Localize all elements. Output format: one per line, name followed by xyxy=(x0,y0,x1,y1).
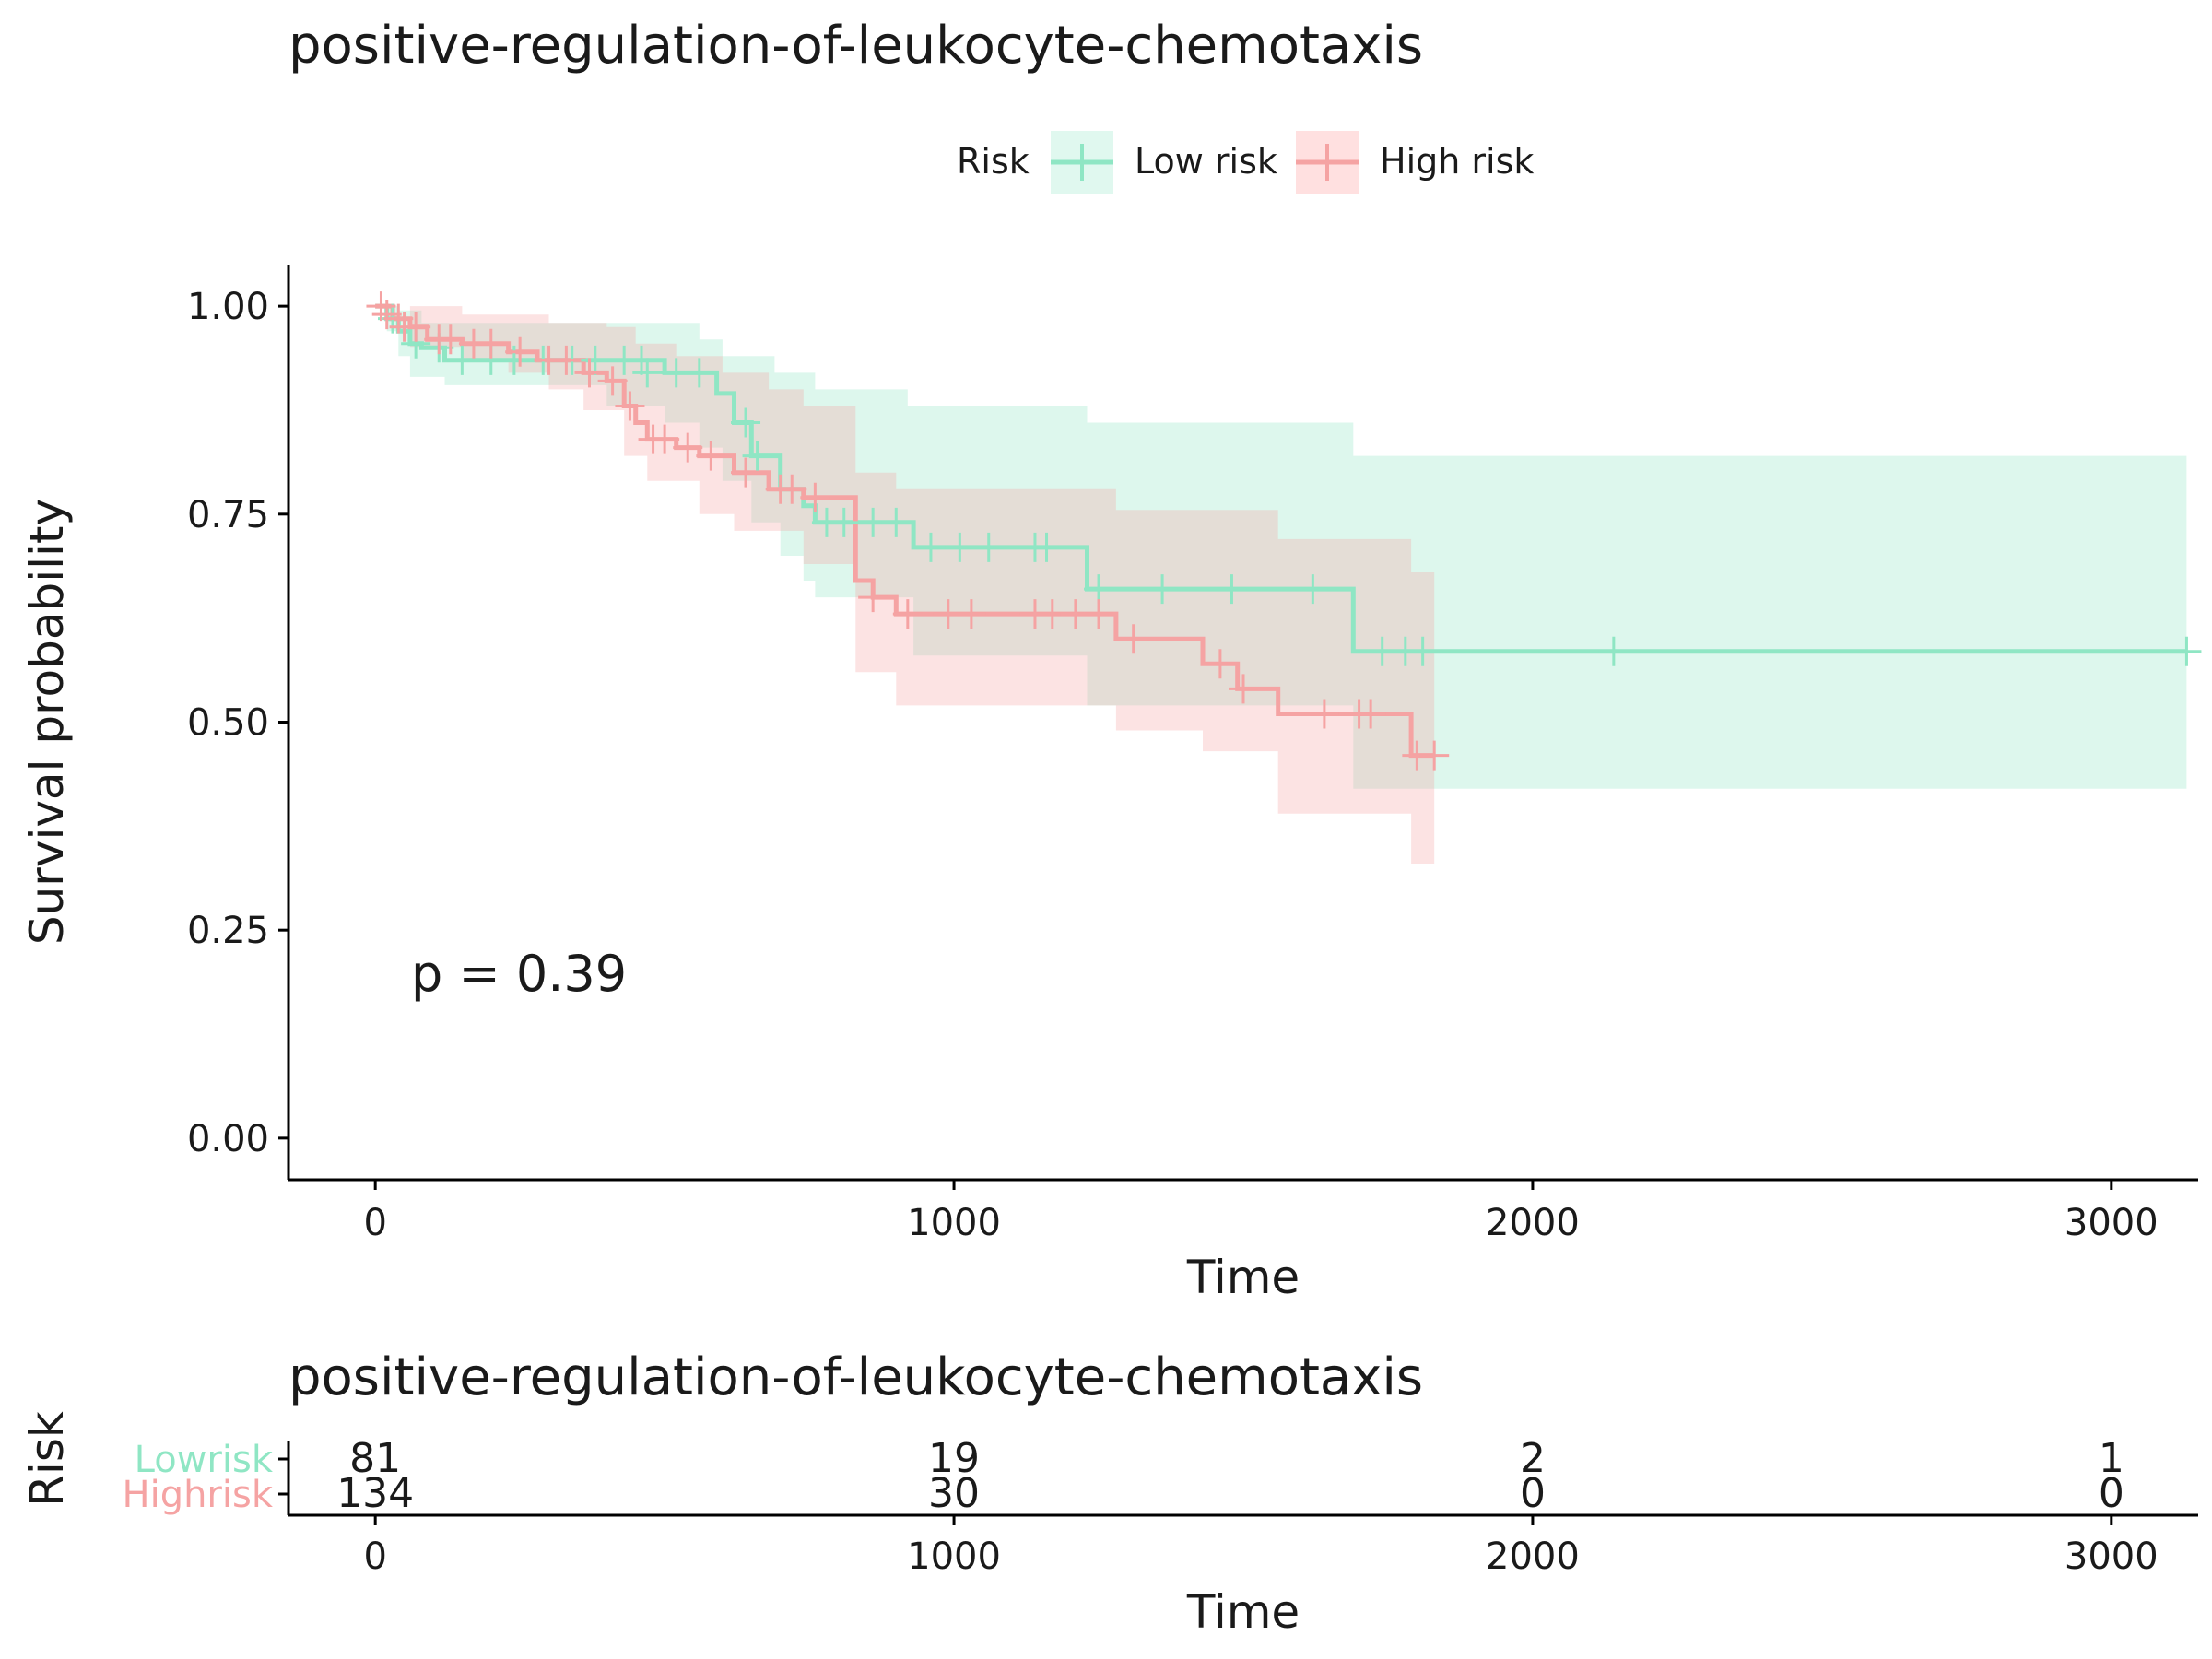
risk-table-x-ticks: 0 1000 2000 3000 xyxy=(363,1515,2159,1578)
y-tick-label: 0.75 xyxy=(187,494,269,536)
censor-mark-high-risk xyxy=(551,345,582,375)
y-tick-label: 0.00 xyxy=(187,1118,269,1160)
censor-mark-high-risk xyxy=(1356,699,1386,729)
legend: Risk Low risk High risk xyxy=(957,131,1534,194)
censor-mark-high-risk xyxy=(476,328,506,359)
legend-label-high-risk: High risk xyxy=(1380,141,1534,182)
risk-table: positive-regulation-of-leukocyte-chemota… xyxy=(20,1347,2198,1639)
legend-label-low-risk: Low risk xyxy=(1135,141,1277,182)
survival-curve-low-risk xyxy=(375,303,2187,654)
risk-x-tick-label: 2000 xyxy=(1486,1535,1580,1578)
censor-mark-high-risk xyxy=(366,291,396,322)
censor-mark-high-risk xyxy=(892,599,923,629)
p-value-annotation: p = 0.39 xyxy=(411,945,627,1003)
confidence-bands xyxy=(375,306,2187,865)
risk-count: 2 xyxy=(1520,1435,1546,1482)
censor-mark-low-risk xyxy=(580,345,610,375)
confidence-band-high-risk xyxy=(375,306,1435,865)
censor-mark-low-risk xyxy=(915,532,946,562)
x-tick-label: 0 xyxy=(363,1202,386,1244)
censor-mark-low-risk xyxy=(881,507,912,537)
risk-row-label: Lowrisk xyxy=(135,1439,274,1481)
censor-mark-low-risk xyxy=(829,507,859,537)
censor-mark-low-risk xyxy=(627,345,657,375)
censor-mark-high-risk xyxy=(696,441,726,471)
censor-mark-high-risk xyxy=(1205,649,1235,679)
censor-marks xyxy=(366,291,2202,771)
risk-count: 134 xyxy=(336,1470,414,1517)
y-axis-label: Survival probability xyxy=(20,499,74,945)
censor-mark-high-risk xyxy=(505,336,535,367)
censor-mark-high-risk xyxy=(650,424,680,454)
censor-mark-high-risk xyxy=(401,312,431,342)
censor-mark-low-risk xyxy=(1217,574,1247,605)
censor-mark-low-risk xyxy=(1084,574,1114,605)
censor-mark-low-risk xyxy=(1407,636,1438,666)
censor-mark-low-risk xyxy=(1147,574,1178,605)
censor-mark-low-risk xyxy=(742,441,772,471)
risk-count: 0 xyxy=(1520,1470,1546,1517)
risk-count: 19 xyxy=(928,1435,980,1482)
risk-table-x-label: Time xyxy=(1186,1585,1300,1639)
y-tick-label: 0.25 xyxy=(187,910,269,952)
censor-mark-high-risk xyxy=(800,482,830,512)
risk-count: 81 xyxy=(349,1435,401,1482)
censor-mark-high-risk xyxy=(574,358,605,388)
y-tick-label: 1.00 xyxy=(187,286,269,328)
censor-mark-high-risk xyxy=(435,324,465,355)
plot-area: 0.000.250.500.751.00 0 1000 2000 3000 Time … xyxy=(20,265,2202,1304)
risk-table-y-label: Risk xyxy=(20,1411,74,1507)
censor-mark-high-risk xyxy=(956,599,986,629)
censor-mark-low-risk xyxy=(945,532,975,562)
censor-mark-high-risk xyxy=(1309,699,1339,729)
censor-mark-low-risk xyxy=(447,345,477,375)
legend-title: Risk xyxy=(957,141,1030,182)
x-axis-label: Time xyxy=(1186,1251,1300,1304)
censor-mark-low-risk xyxy=(973,532,1004,562)
censor-mark-high-risk xyxy=(673,432,703,463)
censor-mark-high-risk xyxy=(597,366,628,396)
censor-mark-low-risk xyxy=(499,345,529,375)
risk-table-title: positive-regulation-of-leukocyte-chemota… xyxy=(288,1347,1423,1407)
confidence-band-low-risk xyxy=(375,306,2187,789)
x-tick-label: 3000 xyxy=(2065,1202,2159,1244)
censor-mark-low-risk xyxy=(1031,532,1062,562)
censor-mark-high-risk xyxy=(1419,740,1450,771)
risk-count: 1 xyxy=(2099,1435,2124,1482)
risk-row-label: Highrisk xyxy=(123,1474,274,1516)
censor-mark-low-risk xyxy=(684,358,714,388)
y-tick-label: 0.50 xyxy=(187,702,269,745)
censor-mark-high-risk xyxy=(383,303,414,334)
risk-x-tick-label: 0 xyxy=(363,1535,386,1578)
risk-x-tick-label: 3000 xyxy=(2065,1535,2159,1578)
censor-mark-low-risk xyxy=(632,358,663,388)
x-axis-ticks: 0 1000 2000 3000 xyxy=(363,1180,2159,1244)
censor-mark-low-risk xyxy=(1598,636,1629,666)
censor-mark-high-risk xyxy=(1084,599,1114,629)
risk-x-tick-label: 1000 xyxy=(907,1535,1001,1578)
censor-mark-high-risk xyxy=(615,391,645,421)
censor-mark-low-risk xyxy=(731,407,761,438)
risk-table-rows: Lowrisk 81 19 2 1 Highrisk 134 30 0 0 xyxy=(123,1435,2124,1517)
censor-mark-high-risk xyxy=(1118,624,1148,654)
risk-count: 30 xyxy=(928,1470,980,1517)
x-tick-label: 2000 xyxy=(1486,1202,1580,1244)
chart-title: positive-regulation-of-leukocyte-chemota… xyxy=(288,16,1423,76)
risk-count: 0 xyxy=(2099,1470,2124,1517)
censor-mark-high-risk xyxy=(1229,674,1258,704)
censor-mark-high-risk xyxy=(371,300,402,330)
censor-mark-high-risk xyxy=(858,582,888,613)
censor-mark-high-risk xyxy=(731,457,761,488)
x-tick-label: 1000 xyxy=(907,1202,1001,1244)
censor-mark-low-risk xyxy=(1298,574,1328,605)
y-axis-ticks: 0.00 0.25 0.50 0.75 1.00 xyxy=(187,286,288,1160)
censor-mark-high-risk xyxy=(777,474,807,504)
censor-mark-low-risk xyxy=(2171,636,2202,666)
